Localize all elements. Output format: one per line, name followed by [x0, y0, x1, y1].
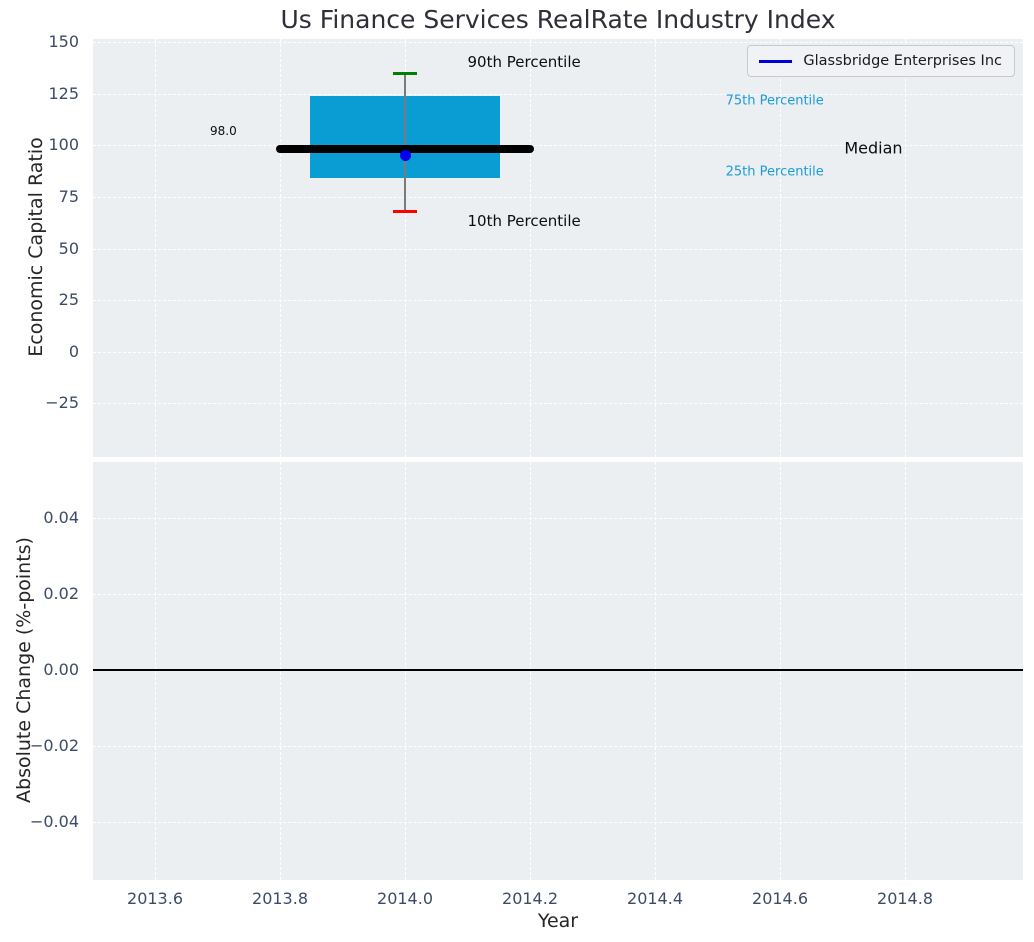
- gridline-horizontal: [93, 745, 1023, 747]
- x-tick-label: 2014.6: [752, 889, 808, 908]
- gridline-horizontal: [93, 821, 1023, 823]
- y-tick-label: −0.04: [29, 812, 79, 832]
- legend-label: Glassbridge Enterprises Inc: [803, 53, 1002, 69]
- x-tick-label: 2013.6: [127, 889, 183, 908]
- gridline-horizontal: [93, 196, 1023, 198]
- gridline-horizontal: [93, 42, 1023, 44]
- gridline-vertical: [405, 39, 406, 457]
- gridline-vertical: [655, 462, 656, 880]
- zero-line: [93, 668, 1023, 671]
- gridline-horizontal: [93, 93, 1023, 95]
- annotation-75th-percentile: 75th Percentile: [725, 93, 824, 109]
- y-tick-label: 100: [48, 135, 79, 155]
- whisker-line: [404, 73, 406, 212]
- y-tick-label: 25: [58, 290, 79, 310]
- gridline-vertical: [655, 39, 656, 457]
- company-marker: [399, 150, 411, 162]
- y-tick-label: −0.02: [29, 736, 79, 756]
- gridline-vertical: [530, 462, 531, 880]
- gridline-horizontal: [93, 593, 1023, 595]
- y-tick-label: 50: [58, 238, 79, 258]
- y-tick-label: −25: [45, 393, 79, 413]
- x-tick-label: 2014.4: [627, 889, 683, 908]
- median-line: [276, 145, 534, 154]
- y-tick-label: 0.04: [43, 508, 79, 528]
- gridline-vertical: [780, 39, 781, 457]
- whisker-cap-10th: [393, 209, 417, 213]
- gridline-horizontal: [93, 248, 1023, 250]
- top-plot-area: Glassbridge Enterprises Inc 90th Percent…: [93, 39, 1023, 457]
- gridline-horizontal: [93, 403, 1023, 405]
- gridline-vertical: [905, 462, 906, 880]
- gridline-vertical: [155, 462, 156, 880]
- y-tick-label: 0.00: [43, 660, 79, 680]
- gridline-vertical: [280, 39, 281, 457]
- whisker-cap-90th: [393, 71, 417, 75]
- legend-line-swatch: [759, 59, 793, 63]
- annotation-10th-percentile: 10th Percentile: [467, 211, 581, 230]
- legend: Glassbridge Enterprises Inc: [747, 45, 1015, 77]
- annotation-98-0: 98.0: [210, 123, 237, 138]
- y-tick-label: 0: [68, 341, 79, 361]
- gridline-vertical: [280, 462, 281, 880]
- chart-title: Us Finance Services RealRate Industry In…: [280, 5, 836, 34]
- annotation-90th-percentile: 90th Percentile: [467, 52, 581, 71]
- x-tick-label: 2014.0: [377, 889, 433, 908]
- gridline-vertical: [905, 39, 906, 457]
- annotation-median: Median: [844, 138, 903, 158]
- gridline-horizontal: [93, 517, 1023, 519]
- gridline-horizontal: [93, 351, 1023, 353]
- annotation-25th-percentile: 25th Percentile: [725, 164, 824, 180]
- y-tick-label: 150: [48, 32, 79, 52]
- x-tick-label: 2014.8: [877, 889, 933, 908]
- y-tick-label: 0.02: [43, 584, 79, 604]
- gridline-horizontal: [93, 300, 1023, 302]
- y-tick-label: 125: [48, 83, 79, 103]
- gridline-vertical: [780, 462, 781, 880]
- x-axis-label: Year: [537, 910, 579, 932]
- gridline-vertical: [405, 462, 406, 880]
- gridline-vertical: [155, 39, 156, 457]
- x-tick-label: 2014.2: [502, 889, 558, 908]
- gridline-horizontal: [93, 145, 1023, 147]
- x-tick-label: 2013.8: [252, 889, 308, 908]
- bottom-plot-area: [93, 462, 1023, 880]
- y-tick-label: 75: [58, 187, 79, 207]
- gridline-vertical: [530, 39, 531, 457]
